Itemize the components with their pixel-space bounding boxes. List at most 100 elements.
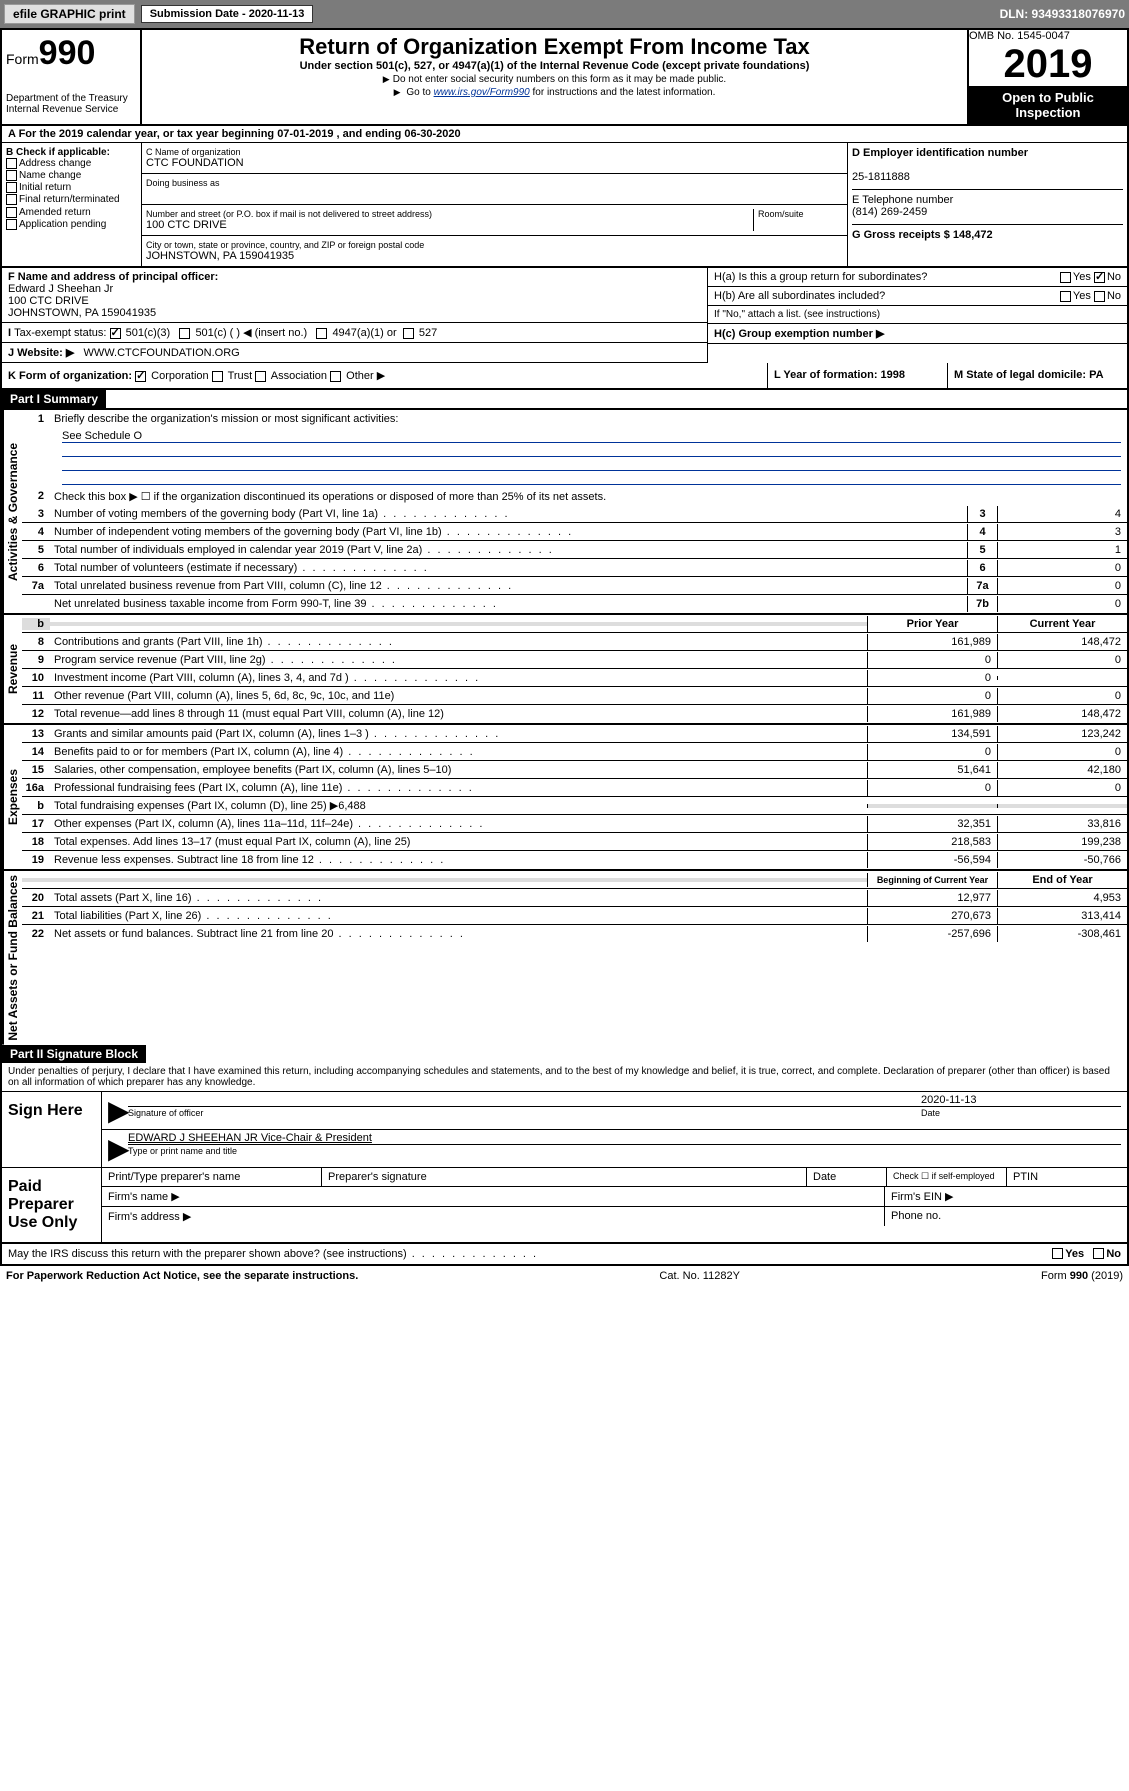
side-net-assets: Net Assets or Fund Balances [2,871,22,1045]
cat-no: Cat. No. 11282Y [659,1270,740,1282]
form-990: Form990 Department of the Treasury Inter… [0,28,1129,1266]
label-ein: D Employer identification number [852,147,1028,159]
l6-desc: Total number of volunteers (estimate if … [50,560,967,576]
h-b-note: If "No," attach a list. (see instruction… [708,306,1127,324]
l7a-val: 0 [997,578,1127,594]
self-employed: Check ☐ if self-employed [887,1168,1007,1186]
prep-name-label: Print/Type preparer's name [102,1168,322,1186]
h-b: H(b) Are all subordinates included? Yes … [708,287,1127,306]
hdr-curr: Current Year [997,616,1127,632]
l3-desc: Number of voting members of the governin… [50,506,967,522]
l4-desc: Number of independent voting members of … [50,524,967,540]
label-telephone: E Telephone number [852,194,953,206]
form-subtitle: Under section 501(c), 527, or 4947(a)(1)… [150,60,959,72]
part-i: Part I Summary Activities & Governance 1… [2,390,1127,1045]
l6-val: 0 [997,560,1127,576]
footer: For Paperwork Reduction Act Notice, see … [0,1266,1129,1286]
l7b-val: 0 [997,596,1127,612]
hdr-end: End of Year [997,872,1127,888]
note-link: Go to www.irs.gov/Form990 for instructio… [150,87,959,98]
ein: 25-1811888 [852,171,910,183]
l7b-desc: Net unrelated business taxable income fr… [50,596,967,612]
h-c: H(c) Group exemption number ▶ [708,324,1127,344]
label-room: Room/suite [758,209,843,219]
toolbar: efile GRAPHIC print Submission Date - 20… [0,0,1129,28]
hdr-prior: Prior Year [867,616,997,632]
cb-name-change[interactable]: Name change [6,170,137,181]
telephone: (814) 269-2459 [852,206,927,218]
l3-val: 4 [997,506,1127,522]
prep-date-label: Date [807,1168,887,1186]
website-row: J Website: ▶ WWW.CTCFOUNDATION.ORG [2,343,707,363]
pra-notice: For Paperwork Reduction Act Notice, see … [6,1270,358,1282]
cb-corp[interactable] [135,371,146,382]
l1-value: See Schedule O [62,430,1121,443]
phone-no: Phone no. [885,1207,1127,1226]
l1-desc: Briefly describe the organization's miss… [50,411,1127,427]
note-ssn: Do not enter social security numbers on … [150,74,959,85]
cb-4947[interactable] [316,328,327,339]
section-b-checkboxes: B Check if applicable: Address change Na… [2,143,142,266]
sign-here-label: Sign Here [2,1092,102,1167]
hdr-beg: Beginning of Current Year [867,873,997,887]
paid-preparer-label: Paid Preparer Use Only [2,1168,102,1242]
cb-assoc[interactable] [255,371,266,382]
firm-address: Firm's address ▶ [102,1207,885,1226]
org-address: 100 CTC DRIVE [146,219,753,231]
cb-trust[interactable] [212,371,223,382]
row-a-tax-year: A For the 2019 calendar year, or tax yea… [2,126,1127,143]
officer-name: EDWARD J SHEEHAN JR Vice-Chair & Preside… [128,1132,1121,1144]
sig-date: 2020-11-13 [921,1094,1121,1106]
tax-year: 2019 [969,42,1127,86]
part-ii-header: Part II Signature Block [2,1045,146,1063]
ha-no[interactable] [1094,272,1105,283]
org-city: JOHNSTOWN, PA 159041935 [146,250,843,262]
prep-sig-label: Preparer's signature [322,1168,807,1186]
label-org-name: C Name of organization [146,147,843,157]
discuss-yes[interactable] [1052,1248,1063,1259]
open-inspection: Open to Public Inspection [969,86,1127,124]
hb-yes[interactable] [1060,291,1071,302]
row-k-form-org: K Form of organization: Corporation Trus… [2,363,767,388]
dept-treasury: Department of the Treasury Internal Reve… [6,73,136,115]
website-url[interactable]: WWW.CTCFOUNDATION.ORG [84,347,240,359]
form-title: Return of Organization Exempt From Incom… [150,34,959,60]
part-i-header: Part I Summary [2,390,106,408]
side-governance: Activities & Governance [2,410,22,613]
form-id: Form990 [6,34,136,73]
row-m-state: M State of legal domicile: PA [947,363,1127,388]
cb-501c3[interactable] [110,328,121,339]
cb-final-return[interactable]: Final return/terminated [6,194,137,205]
discuss-row: May the IRS discuss this return with the… [2,1243,1127,1264]
ptin-label: PTIN [1007,1168,1127,1186]
section-f-officer: F Name and address of principal officer:… [2,268,707,323]
side-revenue: Revenue [2,615,22,723]
discuss-no[interactable] [1093,1248,1104,1259]
cb-initial-return[interactable]: Initial return [6,182,137,193]
cb-amended[interactable]: Amended return [6,207,137,218]
l5-desc: Total number of individuals employed in … [50,542,967,558]
cb-501c[interactable] [179,328,190,339]
cb-527[interactable] [403,328,414,339]
irs-link[interactable]: www.irs.gov/Form990 [434,87,530,98]
form-ref: Form 990 (2019) [1041,1270,1123,1282]
cb-app-pending[interactable]: Application pending [6,219,137,230]
h-a: H(a) Is this a group return for subordin… [708,268,1127,287]
tax-exempt-status: I Tax-exempt status: 501(c)(3) 501(c) ( … [2,323,707,343]
ha-yes[interactable] [1060,272,1071,283]
efile-button[interactable]: efile GRAPHIC print [4,4,135,24]
firm-ein: Firm's EIN ▶ [885,1187,1127,1206]
org-name: CTC FOUNDATION [146,157,843,169]
l7a-desc: Total unrelated business revenue from Pa… [50,578,967,594]
cb-other[interactable] [330,371,341,382]
dln: DLN: 93493318076970 [1000,7,1125,21]
l4-val: 3 [997,524,1127,540]
cb-address-change[interactable]: Address change [6,158,137,169]
firm-name: Firm's name ▶ [102,1187,885,1206]
label-address: Number and street (or P.O. box if mail i… [146,209,753,219]
submission-date: Submission Date - 2020-11-13 [141,5,314,23]
gross-receipts: G Gross receipts $ 148,472 [852,229,1123,241]
row-l-year: L Year of formation: 1998 [767,363,947,388]
hb-no[interactable] [1094,291,1105,302]
label-city: City or town, state or province, country… [146,240,843,250]
